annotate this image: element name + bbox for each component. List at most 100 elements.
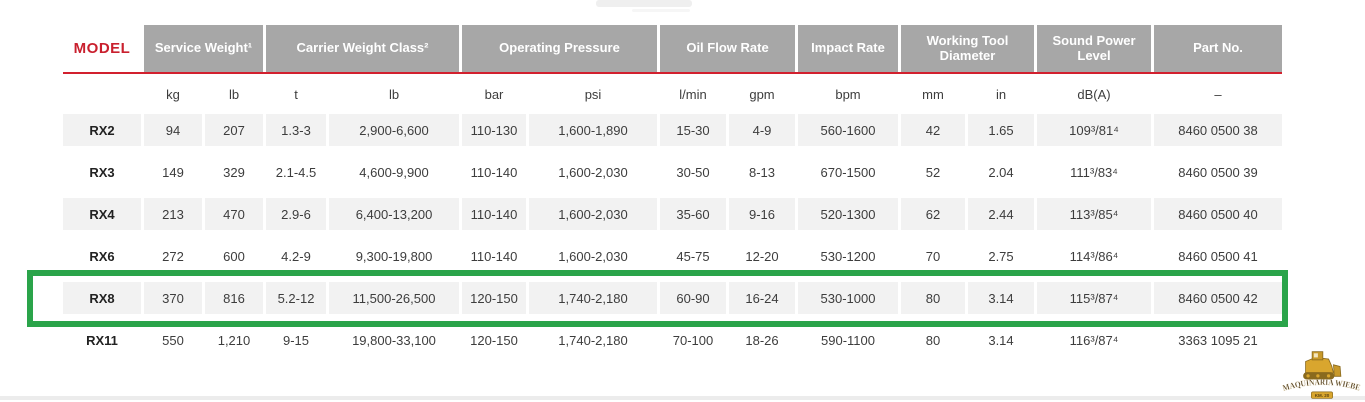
svg-text:MAQUINARIA WIEBE: MAQUINARIA WIEBE — [1281, 377, 1362, 393]
unit-cell-kg: kg — [144, 74, 202, 114]
cell-bpm: 670-1500 — [798, 156, 898, 188]
cell-lmin: 60-90 — [660, 282, 726, 314]
top-edge-artifact-small — [632, 9, 690, 12]
unit-cell-mm: mm — [901, 74, 965, 114]
header-sound-power-level: Sound Power Level — [1037, 25, 1151, 72]
cell-dba: 116³/87⁴ — [1037, 324, 1151, 356]
model-column-header: MODEL — [63, 25, 141, 72]
unit-cell-lb: lb — [205, 74, 263, 114]
header-service-weight: Service Weight¹ — [144, 25, 263, 72]
cell-t: 9-15 — [266, 324, 326, 356]
cell-gpm: 18-26 — [729, 324, 795, 356]
unit-cell-lb2: lb — [329, 74, 459, 114]
cell-lb: 207 — [205, 114, 263, 146]
header-impact-rate: Impact Rate — [798, 25, 898, 72]
model-cell: RX3 — [63, 156, 141, 188]
cell-psi: 1,740-2,180 — [529, 324, 657, 356]
cell-lmin: 45-75 — [660, 240, 726, 272]
cell-psi: 1,600-2,030 — [529, 240, 657, 272]
table-row: RX8 370 816 5.2-12 11,500-26,500 120-150… — [63, 282, 1282, 314]
cell-lb: 816 — [205, 282, 263, 314]
cell-kg: 272 — [144, 240, 202, 272]
cell-psi: 1,600-2,030 — [529, 156, 657, 188]
cell-kg: 550 — [144, 324, 202, 356]
cell-partno: 8460 0500 40 — [1154, 198, 1282, 230]
cell-partno: 3363 1095 21 — [1154, 324, 1282, 356]
cell-dba: 111³/83⁴ — [1037, 156, 1151, 188]
cell-mm: 80 — [901, 282, 965, 314]
cell-partno: 8460 0500 38 — [1154, 114, 1282, 146]
top-edge-artifact — [596, 0, 692, 7]
cell-kg: 94 — [144, 114, 202, 146]
cell-gpm: 12-20 — [729, 240, 795, 272]
logo-subtitle: KM. 20 — [1315, 393, 1330, 398]
cell-lb: 600 — [205, 240, 263, 272]
cell-bpm: 530-1000 — [798, 282, 898, 314]
cell-gpm: 16-24 — [729, 282, 795, 314]
cell-partno: 8460 0500 41 — [1154, 240, 1282, 272]
table-row: RX11 550 1,210 9-15 19,800-33,100 120-15… — [63, 324, 1282, 356]
header-part-no: Part No. — [1154, 25, 1282, 72]
cell-dba: 114³/86⁴ — [1037, 240, 1151, 272]
cell-kg: 149 — [144, 156, 202, 188]
cell-lb2: 6,400-13,200 — [329, 198, 459, 230]
cell-t: 2.1-4.5 — [266, 156, 326, 188]
cell-partno: 8460 0500 42 — [1154, 282, 1282, 314]
cell-lmin: 15-30 — [660, 114, 726, 146]
cell-lmin: 35-60 — [660, 198, 726, 230]
table-header-row: MODEL Service Weight¹ Carrier Weight Cla… — [63, 25, 1282, 72]
logo-text: MAQUINARIA WIEBE — [1281, 377, 1362, 393]
cell-bar: 110-140 — [462, 240, 526, 272]
cell-gpm: 9-16 — [729, 198, 795, 230]
cell-t: 1.3-3 — [266, 114, 326, 146]
cell-lmin: 30-50 — [660, 156, 726, 188]
header-oil-flow-rate: Oil Flow Rate — [660, 25, 795, 72]
header-working-tool-diameter: Working Tool Diameter — [901, 25, 1034, 72]
cell-t: 4.2-9 — [266, 240, 326, 272]
cell-lb2: 2,900-6,600 — [329, 114, 459, 146]
unit-cell-bar: bar — [462, 74, 526, 114]
cell-lb: 470 — [205, 198, 263, 230]
cell-kg: 370 — [144, 282, 202, 314]
model-cell: RX8 — [63, 282, 141, 314]
unit-cell-gpm: gpm — [729, 74, 795, 114]
cell-psi: 1,740-2,180 — [529, 282, 657, 314]
model-cell: RX6 — [63, 240, 141, 272]
logo-maquinaria-wiebe: MAQUINARIA WIEBE KM. 20 — [1281, 351, 1362, 399]
cell-dba: 113³/85⁴ — [1037, 198, 1151, 230]
cell-gpm: 8-13 — [729, 156, 795, 188]
table-body: RX2 94 207 1.3-3 2,900-6,600 110-130 1,6… — [63, 114, 1282, 356]
cell-lmin: 70-100 — [660, 324, 726, 356]
cell-bpm: 530-1200 — [798, 240, 898, 272]
header-carrier-weight-class: Carrier Weight Class² — [266, 25, 459, 72]
cell-mm: 80 — [901, 324, 965, 356]
cell-psi: 1,600-1,890 — [529, 114, 657, 146]
unit-cell-lmin: l/min — [660, 74, 726, 114]
cell-lb: 329 — [205, 156, 263, 188]
unit-cell — [63, 74, 141, 114]
cell-lb2: 4,600-9,900 — [329, 156, 459, 188]
cell-mm: 42 — [901, 114, 965, 146]
cell-t: 5.2-12 — [266, 282, 326, 314]
cell-bar: 110-130 — [462, 114, 526, 146]
table-row: RX3 149 329 2.1-4.5 4,600-9,900 110-140 … — [63, 156, 1282, 188]
cell-t: 2.9-6 — [266, 198, 326, 230]
bulldozer-icon — [1303, 351, 1342, 380]
cell-bpm: 590-1100 — [798, 324, 898, 356]
cell-mm: 70 — [901, 240, 965, 272]
cell-lb: 1,210 — [205, 324, 263, 356]
cell-mm: 62 — [901, 198, 965, 230]
cell-bar: 120-150 — [462, 282, 526, 314]
unit-cell-dba: dB(A) — [1037, 74, 1151, 114]
cell-bpm: 560-1600 — [798, 114, 898, 146]
cell-gpm: 4-9 — [729, 114, 795, 146]
unit-cell-in: in — [968, 74, 1034, 114]
cell-mm: 52 — [901, 156, 965, 188]
model-cell: RX2 — [63, 114, 141, 146]
cell-in: 3.14 — [968, 282, 1034, 314]
cell-in: 1.65 — [968, 114, 1034, 146]
cell-lb2: 11,500-26,500 — [329, 282, 459, 314]
cell-in: 3.14 — [968, 324, 1034, 356]
cell-bar: 110-140 — [462, 156, 526, 188]
units-row: kg lb t lb bar psi l/min gpm bpm mm in d… — [63, 74, 1282, 114]
